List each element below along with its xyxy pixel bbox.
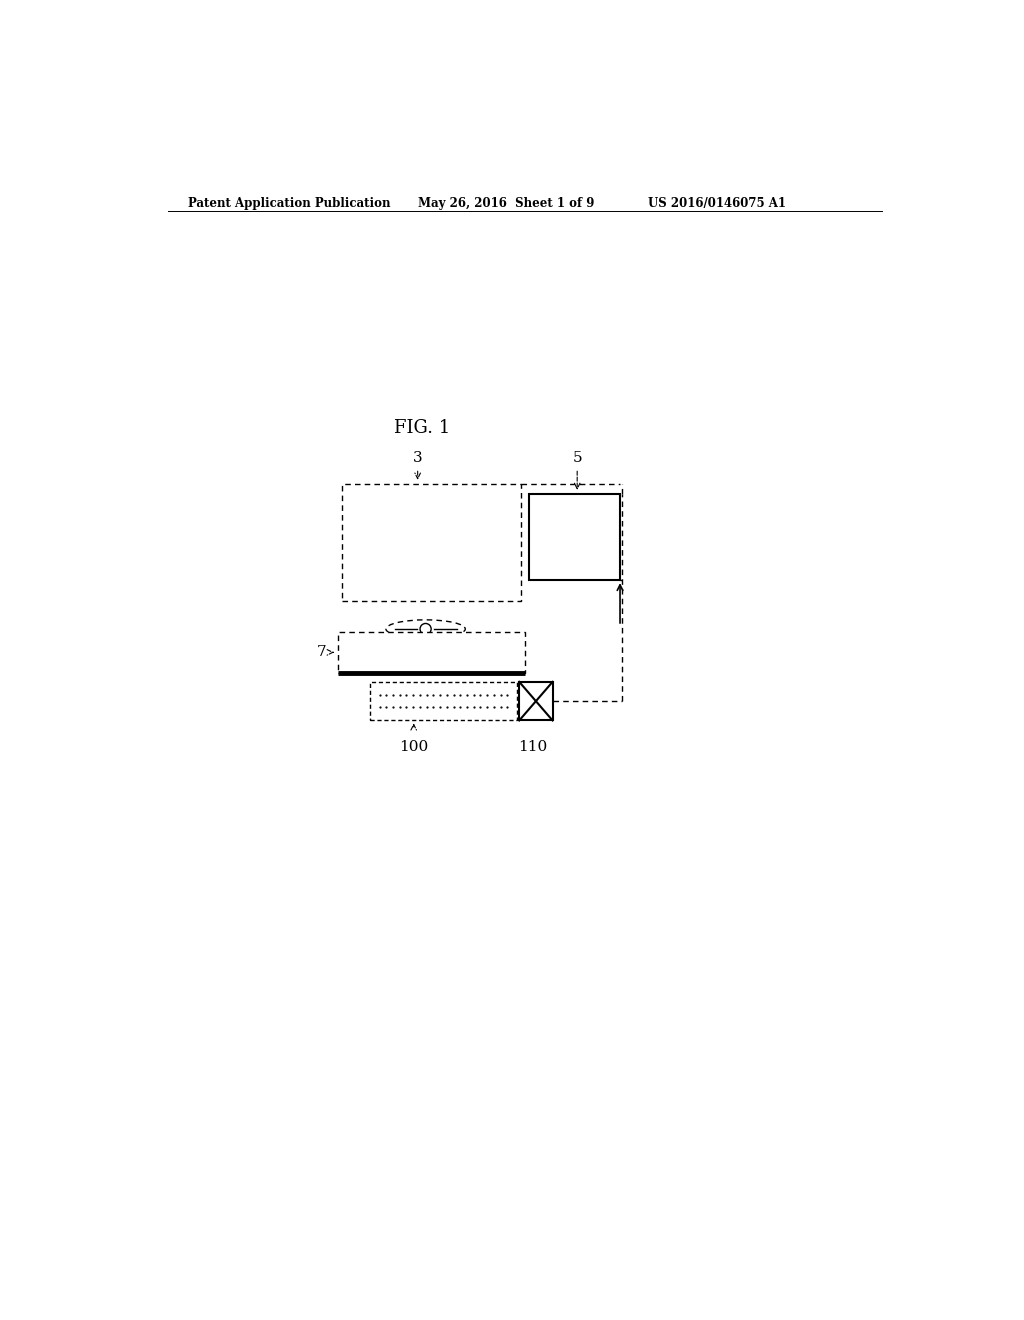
Text: 110: 110 — [518, 739, 548, 754]
Text: 3: 3 — [413, 451, 423, 466]
Text: US 2016/0146075 A1: US 2016/0146075 A1 — [648, 197, 785, 210]
Text: FIG. 1: FIG. 1 — [393, 418, 450, 437]
Text: Patent Application Publication: Patent Application Publication — [187, 197, 390, 210]
Text: 5: 5 — [572, 451, 582, 466]
Text: 100: 100 — [399, 739, 428, 754]
Bar — [528, 494, 621, 581]
Bar — [342, 483, 521, 601]
Bar — [519, 682, 553, 721]
Bar — [338, 632, 524, 673]
Text: May 26, 2016  Sheet 1 of 9: May 26, 2016 Sheet 1 of 9 — [418, 197, 594, 210]
Ellipse shape — [386, 620, 465, 638]
Ellipse shape — [420, 623, 431, 635]
Text: 7: 7 — [316, 645, 327, 660]
Bar — [370, 682, 517, 721]
